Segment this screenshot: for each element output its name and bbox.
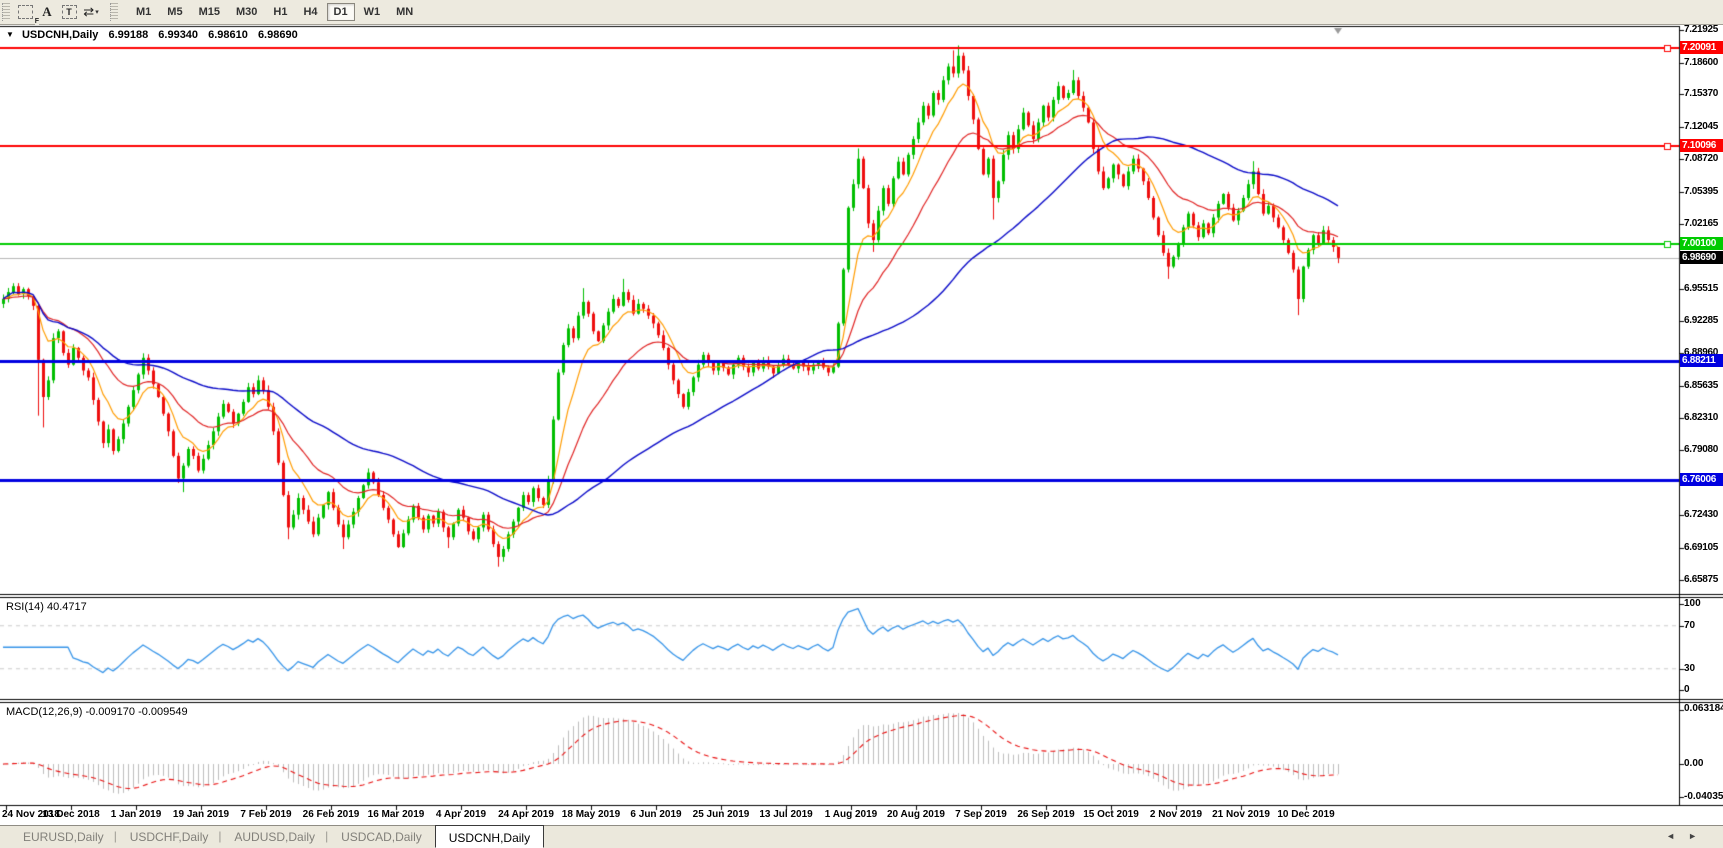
- timeframe-button[interactable]: M1: [136, 6, 152, 18]
- chart-tab[interactable]: USDCNH,Daily: [434, 825, 545, 848]
- timeframe-button[interactable]: M5: [167, 6, 183, 18]
- toolbar-grip[interactable]: [2, 3, 10, 21]
- toolbar: F A T ⇄ ▾ M1 M5 M15 M30 H1 H4 D1 W1 MN: [0, 0, 1723, 25]
- chart-tabs: EURUSD,DailyUSDCHF,DailyAUDUSD,DailyUSDC…: [0, 825, 545, 848]
- chart-tab-bar: EURUSD,DailyUSDCHF,DailyAUDUSD,DailyUSDC…: [0, 825, 1723, 848]
- timeframe-button[interactable]: D1: [326, 3, 355, 21]
- tab-scroll-arrows: ◄ ►: [1666, 831, 1697, 841]
- chart-tab[interactable]: AUDUSD,Daily: [218, 826, 328, 848]
- chart-grid-f-icon[interactable]: F: [15, 3, 39, 25]
- chart-tab[interactable]: USDCHF,Daily: [114, 826, 222, 848]
- arrow-tool-icon[interactable]: A: [42, 4, 52, 19]
- toolbar-grip-2[interactable]: [110, 3, 118, 21]
- chart-tab[interactable]: EURUSD,Daily: [23, 830, 104, 844]
- tab-scroll-left-icon[interactable]: ◄: [1666, 831, 1676, 841]
- tab-scroll-right-icon[interactable]: ►: [1688, 831, 1697, 841]
- timeframe-button[interactable]: MN: [396, 6, 414, 18]
- timeframe-button[interactable]: W1: [363, 6, 381, 18]
- timeframe-button[interactable]: M30: [235, 6, 258, 18]
- timeframe-button[interactable]: H4: [303, 6, 318, 18]
- cycle-symbols-icon[interactable]: ⇄ ▾: [83, 4, 99, 19]
- timeframe-button[interactable]: M15: [198, 6, 220, 18]
- text-tool-icon[interactable]: T: [59, 3, 79, 22]
- timeframe-group: M1 M5 M15 M30 H1 H4 D1 W1 MN: [128, 3, 421, 21]
- chart-tab[interactable]: USDCAD,Daily: [325, 826, 435, 848]
- chevron-down-icon: ▾: [95, 9, 99, 16]
- timeframe-button[interactable]: H1: [273, 6, 288, 18]
